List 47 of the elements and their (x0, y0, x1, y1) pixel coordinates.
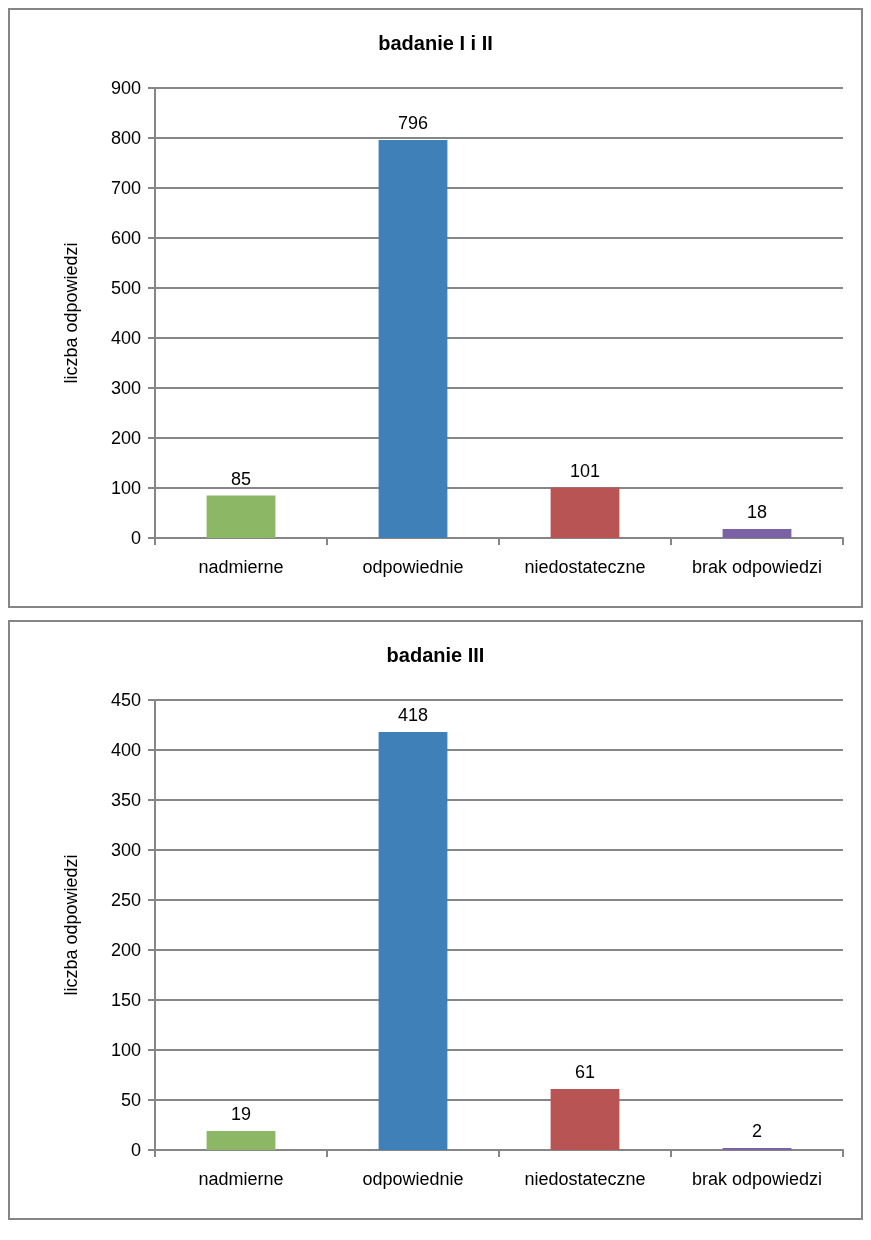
y-tick-label: 300 (110, 840, 141, 860)
y-tick-label: 900 (110, 78, 141, 98)
bar (722, 529, 792, 538)
data-label: 61 (574, 1062, 596, 1082)
y-axis-title: liczba odpowiedzi (61, 242, 81, 384)
x-tick-label: brak odpowiedzi (691, 557, 823, 577)
data-label: 18 (746, 502, 768, 522)
y-tick-label: 800 (110, 128, 141, 148)
y-tick-label: 500 (110, 278, 141, 298)
bar (550, 487, 620, 538)
bar (550, 1089, 620, 1150)
x-tick-label: niedostateczne (524, 1169, 646, 1189)
y-tick-label: 400 (110, 328, 141, 348)
chart-title: badanie III (386, 644, 485, 666)
data-label: 2 (751, 1121, 763, 1141)
y-tick-label: 450 (110, 690, 141, 710)
y-tick-label: 700 (110, 178, 141, 198)
y-tick-label: 400 (110, 740, 141, 760)
y-tick-label: 100 (110, 478, 141, 498)
x-tick-label: niedostateczne (524, 557, 646, 577)
x-tick-label: nadmierne (198, 1169, 284, 1189)
y-tick-label: 300 (110, 378, 141, 398)
y-tick-label: 50 (120, 1090, 141, 1110)
y-tick-label: 250 (110, 890, 141, 910)
y-axis-title: liczba odpowiedzi (61, 854, 81, 996)
chart-title: badanie I i II (378, 32, 493, 54)
y-tick-label: 100 (110, 1040, 141, 1060)
y-tick-label: 150 (110, 990, 141, 1010)
y-tick-label: 0 (130, 1140, 141, 1160)
data-label: 418 (397, 705, 429, 725)
data-label: 85 (230, 468, 252, 489)
x-tick-label: nadmierne (198, 557, 284, 577)
x-tick-label: odpowiednie (362, 1169, 464, 1189)
bar (206, 1131, 276, 1150)
y-tick-label: 200 (110, 940, 141, 960)
y-tick-label: 200 (110, 428, 141, 448)
bar (378, 140, 448, 538)
y-tick-label: 600 (110, 228, 141, 248)
data-label: 101 (569, 460, 601, 481)
y-tick-label: 0 (130, 528, 141, 548)
bar (378, 732, 448, 1150)
x-tick-label: odpowiednie (362, 557, 464, 577)
data-label: 19 (230, 1104, 252, 1124)
y-tick-label: 350 (110, 790, 141, 810)
data-label: 796 (397, 113, 429, 133)
x-tick-label: brak odpowiedzi (691, 1169, 823, 1189)
bar (206, 495, 276, 538)
